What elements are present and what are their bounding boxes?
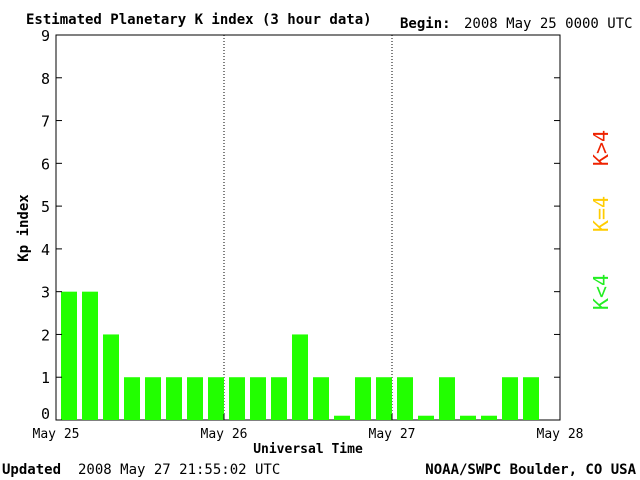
kp-bar — [376, 377, 392, 420]
y-tick-label: 8 — [41, 70, 50, 88]
kp-bar — [61, 291, 77, 420]
kp-bar — [145, 377, 161, 420]
kp-bar — [439, 377, 455, 420]
kp-bar — [502, 377, 518, 420]
kp-bar — [208, 377, 224, 420]
y-axis-ticks: 0 1 2 3 4 5 6 7 8 9 — [41, 27, 560, 423]
x-axis-ticks: May 25 May 26 May 27 May 28 — [33, 414, 584, 442]
kp-bar — [166, 377, 182, 420]
y-tick-label: 5 — [41, 198, 50, 216]
kp-bar — [460, 415, 476, 420]
x-tick-label: May 28 — [537, 427, 584, 442]
y-tick-label: 1 — [41, 369, 50, 387]
y-tick-label: 6 — [41, 155, 50, 173]
kp-bar — [271, 377, 287, 420]
y-tick-label: 3 — [41, 284, 50, 302]
x-tick-label: May 27 — [369, 427, 416, 442]
y-tick-label: 7 — [41, 113, 50, 131]
chart-title: Estimated Planetary K index (3 hour data… — [26, 12, 372, 28]
x-axis-label: Universal Time — [253, 442, 363, 457]
kp-bar — [82, 291, 98, 420]
begin-label: Begin: — [400, 16, 451, 32]
legend-label: K<4 — [589, 274, 613, 310]
kp-bar — [481, 415, 497, 420]
kp-bar — [229, 377, 245, 420]
y-axis-label: Kp index — [16, 194, 32, 262]
kp-bar — [187, 377, 203, 420]
legend-label: K>4 — [589, 130, 613, 166]
kp-bar — [355, 377, 371, 420]
bar-series — [61, 291, 539, 420]
kp-bar — [250, 377, 266, 420]
y-tick-label: 2 — [41, 326, 50, 344]
x-tick-label: May 26 — [201, 427, 248, 442]
kp-bar — [313, 377, 329, 420]
updated-label: Updated — [2, 462, 61, 478]
kp-bar — [292, 334, 308, 420]
source-credit: NOAA/SWPC Boulder, CO USA — [425, 462, 636, 478]
legend: K<4 K=4 K>4 — [589, 130, 613, 310]
kp-bar — [523, 377, 539, 420]
x-tick-label: May 25 — [33, 427, 80, 442]
y-tick-label: 0 — [41, 405, 50, 423]
day-separator-lines — [223, 35, 393, 420]
y-tick-label: 9 — [41, 27, 50, 45]
updated-value: 2008 May 27 21:55:02 UTC — [78, 462, 280, 478]
y-tick-label: 4 — [41, 241, 50, 259]
kp-bar — [103, 334, 119, 420]
legend-label: K=4 — [589, 196, 613, 232]
kp-bar — [334, 415, 350, 420]
begin-value: 2008 May 25 0000 UTC — [464, 16, 633, 32]
kp-bar — [397, 377, 413, 420]
kp-bar — [418, 415, 434, 420]
kp-bar — [124, 377, 140, 420]
